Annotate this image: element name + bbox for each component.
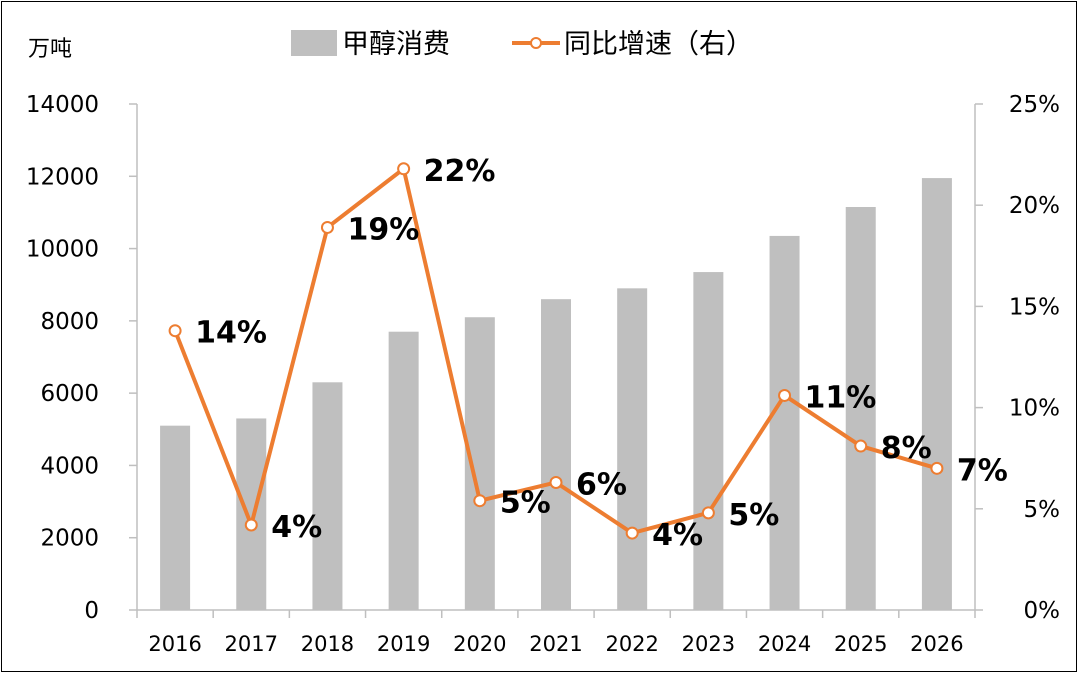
x-tick-label: 2020 <box>453 632 506 656</box>
growth-marker-2020 <box>473 494 487 508</box>
growth-marker-2018 <box>320 220 334 234</box>
bars <box>160 178 952 611</box>
growth-label-2017: 4% <box>271 510 322 545</box>
growth-marker-2025 <box>854 439 868 453</box>
x-tick-label: 2016 <box>148 632 201 656</box>
growth-marker-2019 <box>397 162 411 176</box>
growth-line <box>168 162 944 540</box>
growth-marker-2021 <box>549 475 563 489</box>
x-tick-label: 2017 <box>225 632 278 656</box>
right-tick-label: 25% <box>1009 92 1060 118</box>
x-tick-label: 2018 <box>301 632 354 656</box>
growth-marker-2026 <box>930 461 944 475</box>
right-tick-label: 15% <box>1009 294 1060 320</box>
left-tick-label: 8000 <box>40 309 99 335</box>
legend-label-consumption: 甲醇消费 <box>342 29 450 60</box>
bar-2022 <box>617 288 648 610</box>
bar-2026 <box>921 178 952 611</box>
left-tick-label: 0 <box>84 598 99 624</box>
legend-label-growth: 同比增速（右） <box>564 29 753 60</box>
growth-marker-2023 <box>701 506 715 520</box>
x-tick-label: 2026 <box>910 632 963 656</box>
x-tick-label: 2021 <box>529 632 582 656</box>
growth-label-2023: 5% <box>728 498 779 533</box>
right-tick-label: 5% <box>1024 497 1061 523</box>
growth-marker-2016 <box>168 324 182 338</box>
left-tick-label: 12000 <box>26 164 99 190</box>
growth-label-2020: 5% <box>500 486 551 521</box>
growth-label-2016: 14% <box>195 316 267 351</box>
bar-2016 <box>160 425 191 610</box>
data-labels: 14% 4% 19%22% 5% 6% 4% 5% 11%8% 7% <box>195 154 1008 553</box>
growth-marker-2017 <box>244 518 258 532</box>
growth-label-2021: 6% <box>576 467 627 502</box>
growth-marker-2024 <box>778 388 792 402</box>
growth-label-2018: 19% <box>347 212 419 247</box>
legend-swatch-growth-marker <box>530 37 542 49</box>
x-tick-label: 2023 <box>682 632 735 656</box>
bar-2024 <box>769 235 800 610</box>
growth-label-2025: 8% <box>881 431 932 466</box>
legend-swatch-consumption <box>291 30 337 56</box>
x-tick-label: 2022 <box>605 632 658 656</box>
left-tick-label: 10000 <box>26 237 99 263</box>
bar-2021 <box>541 299 571 610</box>
left-tick-label: 14000 <box>26 92 99 118</box>
growth-label-2026: 7% <box>957 453 1008 488</box>
right-tick-label: 10% <box>1009 396 1060 422</box>
bar-2018 <box>312 382 343 610</box>
right-tick-label: 20% <box>1009 193 1060 219</box>
right-tick-label: 0% <box>1024 598 1061 624</box>
left-tick-label: 4000 <box>40 453 99 479</box>
bar-2025 <box>845 207 876 610</box>
x-tick-label: 2019 <box>377 632 430 656</box>
legend: 甲醇消费 同比增速（右） <box>291 29 753 60</box>
bar-2019 <box>388 331 419 610</box>
bar-2017 <box>236 418 267 610</box>
growth-label-2022: 4% <box>652 518 703 553</box>
bar-2023 <box>693 272 724 610</box>
growth-label-2024: 11% <box>805 380 877 415</box>
left-tick-label: 2000 <box>40 526 99 552</box>
left-tick-label: 6000 <box>40 381 99 407</box>
growth-marker-2022 <box>625 526 639 540</box>
growth-label-2019: 22% <box>424 154 496 189</box>
x-tick-label: 2025 <box>834 632 887 656</box>
x-tick-label: 2024 <box>758 632 811 656</box>
axes: 020004000600080001000012000140000%5%10%1… <box>26 92 1060 656</box>
left-axis-unit: 万吨 <box>28 37 72 62</box>
